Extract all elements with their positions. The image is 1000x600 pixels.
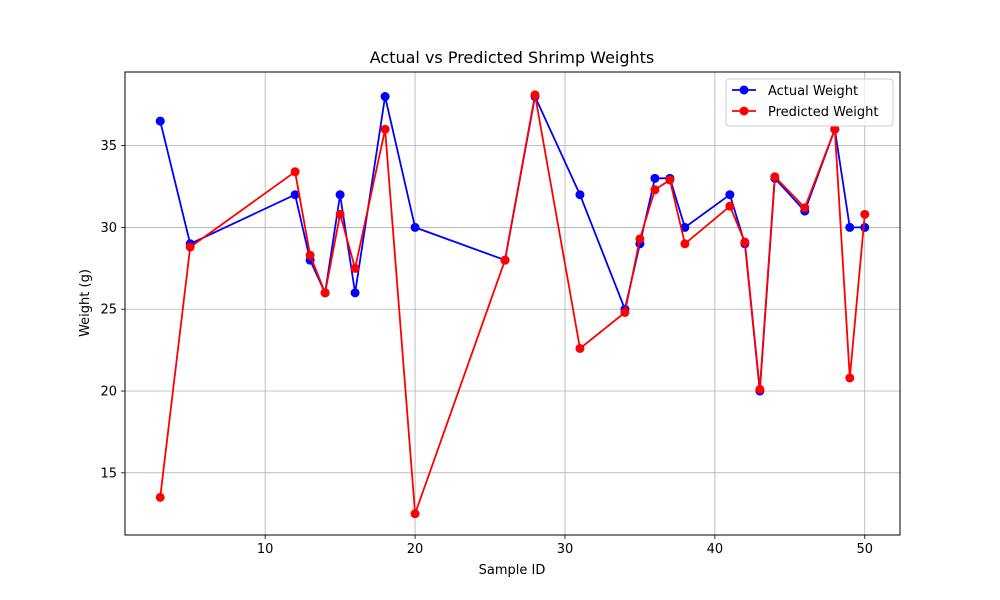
data-point-predicted <box>335 209 345 219</box>
data-point-predicted <box>500 255 510 265</box>
data-point-predicted <box>380 124 390 134</box>
data-point-predicted <box>800 203 810 213</box>
data-point-actual <box>290 190 300 200</box>
x-tick-label: 10 <box>257 542 274 557</box>
data-point-predicted <box>155 492 165 502</box>
data-point-predicted <box>620 307 630 317</box>
data-point-actual <box>845 222 855 232</box>
y-tick-label: 35 <box>100 139 117 154</box>
data-point-actual <box>155 116 165 126</box>
data-point-predicted <box>650 185 660 195</box>
legend-box <box>725 78 894 127</box>
data-point-predicted <box>305 250 315 260</box>
x-tick-label: 20 <box>407 542 424 557</box>
data-point-predicted <box>845 373 855 383</box>
data-point-predicted <box>860 209 870 219</box>
data-point-actual <box>350 288 360 298</box>
data-point-predicted <box>680 239 690 249</box>
data-point-predicted <box>530 90 540 100</box>
x-tick-label: 40 <box>707 542 724 557</box>
data-point-predicted <box>635 234 645 244</box>
legend: Actual Weight Predicted Weight <box>725 78 894 127</box>
legend-marker-predicted <box>739 106 749 116</box>
ticks: 10 20 30 40 50 15 20 25 30 35 <box>100 139 873 557</box>
y-axis-label: Weight (g) <box>78 269 93 337</box>
data-point-actual <box>380 92 390 102</box>
data-point-predicted <box>410 509 420 519</box>
data-point-predicted <box>725 201 735 211</box>
data-point-predicted <box>185 242 195 252</box>
chart-title: Actual vs Predicted Shrimp Weights <box>370 48 655 67</box>
data-point-predicted <box>755 384 765 394</box>
plot-area <box>125 72 900 535</box>
data-point-actual <box>335 190 345 200</box>
data-point-predicted <box>830 124 840 134</box>
x-tick-label: 50 <box>856 542 873 557</box>
data-point-predicted <box>320 288 330 298</box>
x-tick-label: 30 <box>557 542 574 557</box>
data-point-actual <box>410 222 420 232</box>
data-point-predicted <box>575 343 585 353</box>
legend-label-predicted: Predicted Weight <box>768 105 878 120</box>
data-point-predicted <box>350 263 360 273</box>
y-tick-label: 15 <box>100 466 117 481</box>
plot-frame <box>124 71 901 536</box>
y-tick-label: 30 <box>100 221 117 236</box>
legend-marker-actual <box>739 85 749 95</box>
data-point-predicted <box>740 237 750 247</box>
x-axis-label: Sample ID <box>479 563 546 578</box>
legend-label-actual: Actual Weight <box>768 84 858 99</box>
data-point-actual <box>725 190 735 200</box>
data-point-predicted <box>665 175 675 185</box>
data-point-actual <box>680 222 690 232</box>
data-point-predicted <box>770 172 780 182</box>
y-tick-label: 20 <box>100 385 117 400</box>
y-tick-label: 25 <box>100 303 117 318</box>
data-point-predicted <box>290 167 300 177</box>
data-point-actual <box>575 190 585 200</box>
series-layer <box>155 90 870 519</box>
data-point-actual <box>650 173 660 183</box>
